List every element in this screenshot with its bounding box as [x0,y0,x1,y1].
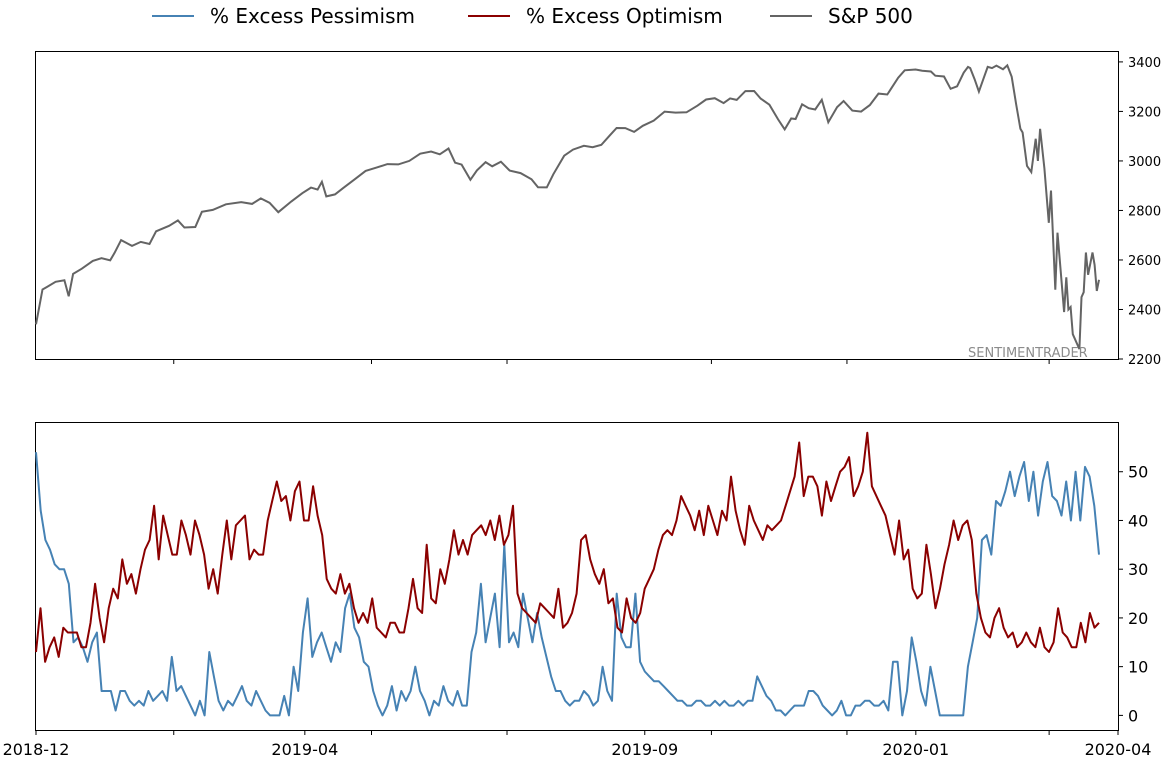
y-tick-label: 20 [1128,609,1148,628]
y-tick-label: 3400 [1128,56,1161,71]
legend-label: S&P 500 [828,4,913,28]
legend-item: % Excess Pessimism [152,4,415,28]
y-tick-label: 2400 [1128,303,1161,318]
sp500-x-ticks [173,359,1050,364]
y-tick-label: 40 [1128,511,1148,530]
x-tick-label: 2019-04 [271,740,338,759]
sentiment-panel: 0 10 20 30 40 50 2018-12 2019-04 2019-09 2020-01… [3,422,1152,759]
excess-optimism-line [35,431,1100,663]
sentiment-y-axis: 0 10 20 30 40 50 [1118,463,1148,725]
x-tick-label: 2020-01 [882,740,949,759]
y-tick-label: 2200 [1128,353,1161,368]
sp500-panel-frame [35,51,1119,360]
y-tick-label: 3200 [1128,105,1161,120]
x-tick-label: 2018-12 [3,740,70,759]
sentiment-x-axis: 2018-12 2019-04 2019-09 2020-01 2020-04 [3,730,1152,759]
y-tick-label: 30 [1128,560,1148,579]
y-tick-label: 10 [1128,658,1148,677]
y-tick-label: 3000 [1128,155,1161,170]
sp500-panel: 2200 2400 2600 2800 3000 3200 3400 SENTIMENTRA… [35,51,1161,368]
x-tick-label: 2019-09 [611,740,678,759]
legend: % Excess Pessimism % Excess Optimism S&P 5… [152,4,913,28]
legend-item: % Excess Optimism [468,4,723,28]
excess-pessimism-line [35,452,1100,717]
y-tick-label: 2800 [1128,204,1161,219]
legend-item: S&P 500 [770,4,913,28]
legend-label: % Excess Pessimism [210,4,415,28]
y-tick-label: 0 [1128,706,1138,725]
watermark: SENTIMENTRADER [968,346,1088,361]
sp500-series [35,63,1100,350]
sentiment-panel-frame [35,422,1119,731]
sp500-y-axis: 2200 2400 2600 2800 3000 3200 3400 [1118,56,1161,368]
y-tick-label: 2600 [1128,254,1161,269]
sentiment-series [35,431,1100,717]
sp500-line [35,63,1100,350]
legend-label: % Excess Optimism [526,4,723,28]
y-tick-label: 50 [1128,463,1148,482]
x-tick-label: 2020-04 [1085,740,1152,759]
